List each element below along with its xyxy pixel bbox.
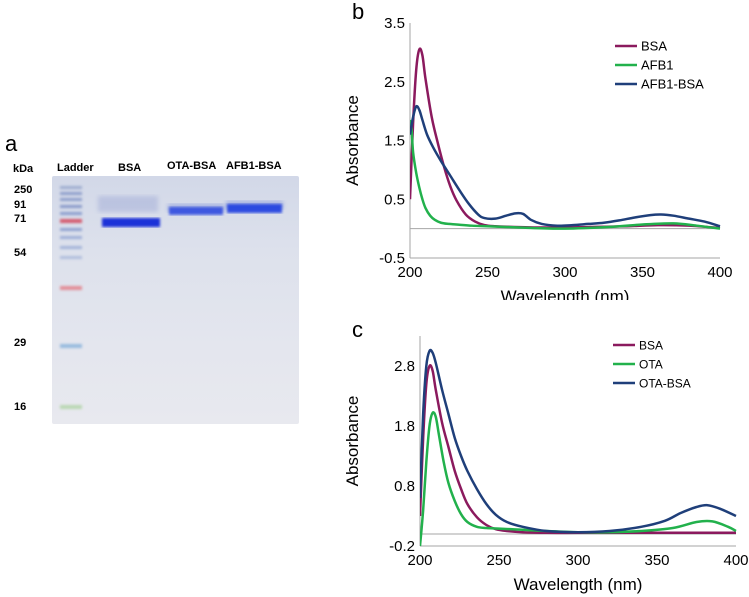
gel-marker-71: 71: [14, 213, 27, 225]
series-line-ota-bsa: [420, 348, 737, 534]
x-tick-label: 200: [397, 264, 422, 281]
gel-marker-16: 16: [14, 401, 27, 413]
panel-letter-a: a: [5, 131, 18, 156]
gel-marker-91: 91: [14, 199, 27, 211]
gel-lane-label-bsa: BSA: [118, 162, 142, 174]
gel-kda-label: kDa: [13, 163, 34, 175]
y-tick-label: -0.2: [389, 538, 415, 555]
ota-bsa-band: [168, 204, 224, 215]
y-axis-title: Absorbance: [343, 95, 362, 186]
series-line-afb1: [410, 119, 721, 230]
uv-spectrum-chart-ota: 200 250 300 350 400 -0.2 0.8 1.8 2.8 Wavelength (…: [343, 336, 749, 594]
x-tick-label: 250: [486, 552, 511, 569]
legend-label: BSA: [641, 39, 667, 54]
x-axis-title: Wavelength (nm): [501, 287, 630, 300]
y-tick-label: 0.8: [394, 478, 415, 495]
x-tick-label: 350: [630, 264, 655, 281]
x-tick-label: 250: [475, 264, 500, 281]
y-tick-label: -0.5: [379, 250, 405, 267]
x-tick-label: 400: [723, 552, 748, 569]
panel-letter-b: b: [352, 0, 365, 24]
panel-letter-c: c: [352, 317, 363, 342]
legend-label: OTA-BSA: [639, 377, 691, 391]
gel-marker-54: 54: [14, 247, 27, 259]
x-tick-label: 200: [407, 552, 432, 569]
gel-lane-label-ota-bsa: OTA-BSA: [167, 160, 217, 172]
gel-marker-250: 250: [14, 184, 33, 196]
legend-label: OTA: [639, 358, 663, 372]
ladder-lane: [60, 186, 82, 409]
y-tick-label: 0.5: [384, 191, 405, 208]
gel-lane-label-ladder: Ladder: [57, 162, 94, 174]
y-tick-label: 3.5: [384, 15, 405, 32]
x-tick-label: 350: [644, 552, 669, 569]
series-line-afb1-bsa: [410, 104, 721, 228]
gel-marker-29: 29: [14, 337, 27, 349]
x-tick-label: 400: [707, 264, 732, 281]
y-axis-title: Absorbance: [343, 396, 362, 487]
afb1-bsa-band: [226, 201, 283, 213]
sds-page-gel-image: [52, 176, 299, 424]
x-tick-label: 300: [565, 552, 590, 569]
legend-label: AFB1: [641, 58, 674, 73]
y-tick-label: 1.8: [394, 418, 415, 435]
gel-bands-drawing: [60, 186, 283, 409]
y-tick-label: 2.5: [384, 74, 405, 91]
gel-lane-label-afb1-bsa: AFB1-BSA: [226, 160, 282, 172]
y-tick-label: 2.8: [394, 358, 415, 375]
y-tick-label: 1.5: [384, 133, 405, 150]
x-tick-label: 300: [552, 264, 577, 281]
x-axis-title: Wavelength (nm): [514, 575, 643, 594]
legend-label: AFB1-BSA: [641, 77, 704, 92]
series-line-ota: [420, 411, 737, 547]
uv-spectrum-chart-afb1: 200 250 300 350 400 -0.5 0.5 1.5 2.5 3.5 Wavelengt…: [343, 15, 733, 300]
bsa-band: [98, 196, 160, 227]
legend-label: BSA: [639, 339, 663, 353]
